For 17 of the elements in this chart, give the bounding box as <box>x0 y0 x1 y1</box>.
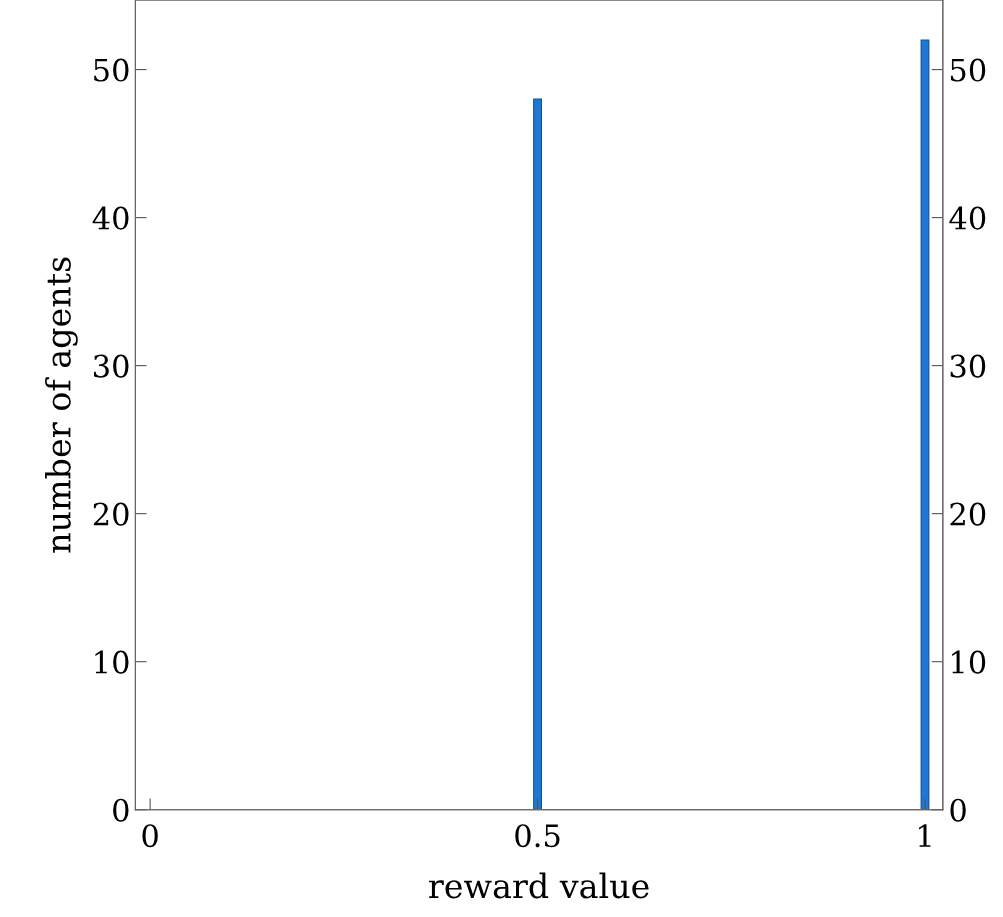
y-tick-label: 50 <box>94 58 129 82</box>
x-tick-label: 0 <box>142 824 158 848</box>
y-axis-title: number of agents <box>45 257 78 553</box>
x-axis-title: reward value <box>429 872 649 899</box>
y-tick-label: 0 <box>113 798 129 822</box>
y-tick-label: 30 <box>93 354 129 378</box>
y-tick-label: 20 <box>93 502 129 526</box>
y2-tick-label: 0 <box>950 798 966 822</box>
x-tick-label: 0.5 <box>515 824 560 848</box>
y2-tick-label: 50 <box>950 58 986 82</box>
y-tick-label: 40 <box>92 206 129 230</box>
y2-tick-label: 30 <box>950 354 986 378</box>
y2-tick-label: 20 <box>950 502 986 526</box>
y2-tick-label: 40 <box>949 206 986 230</box>
x-tick-label: 1 <box>919 824 931 847</box>
y2-tick-label: 10 <box>952 650 986 674</box>
y-tick-label: 10 <box>95 650 129 674</box>
